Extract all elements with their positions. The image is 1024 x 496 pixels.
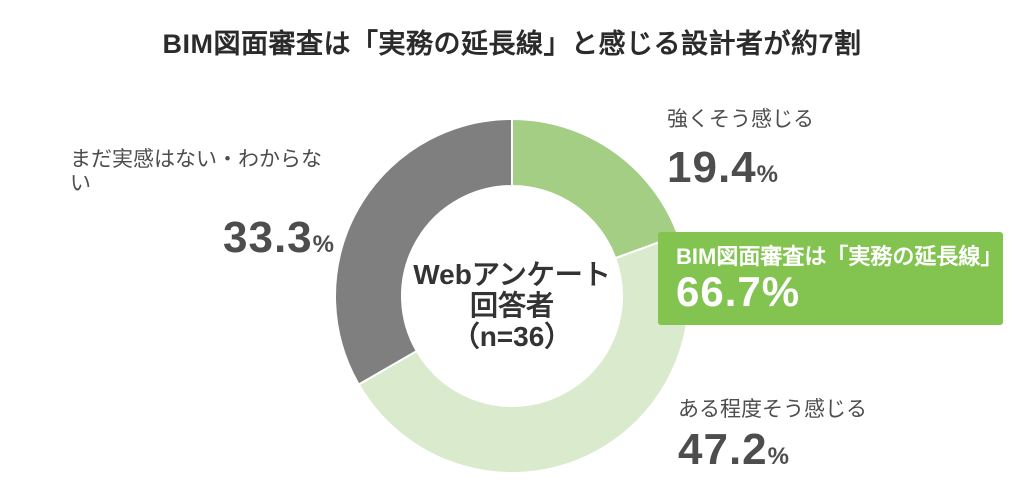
segment-strong-name: 強くそう感じる [667, 108, 814, 131]
donut-chart [334, 117, 690, 474]
segment-unsure-value: 33.3% [70, 216, 334, 267]
segment-strong-unit: % [756, 161, 778, 188]
segment-strong-value: 19.4% [667, 146, 814, 197]
segment-unsure-name: まだ実感はない・わからない [70, 148, 322, 195]
callout-label: BIM図面審査は「実務の延長線」 [676, 244, 1003, 269]
segment-somewhat-number: 47.2 [678, 425, 768, 474]
total-callout-box: BIM図面審査は「実務の延長線」 66.7% [658, 232, 1003, 325]
segment-label-strong: 強くそう感じる 19.4% [667, 108, 814, 197]
segment-strong-number: 19.4 [667, 143, 757, 192]
segment-unsure-number: 33.3 [223, 213, 313, 262]
donut-slice-1 [357, 233, 690, 474]
segment-label-unsure: まだ実感はない・わからない 33.3% [70, 148, 334, 267]
segment-label-somewhat: ある程度そう感じる 47.2% [678, 398, 867, 479]
page-title: BIM図面審査は「実務の延長線」と感じる設計者が約7割 [162, 29, 862, 59]
segment-unsure-unit: % [312, 231, 334, 258]
donut-slice-2 [334, 117, 513, 386]
segment-somewhat-name: ある程度そう感じる [678, 398, 867, 421]
donut-slice-0 [511, 117, 680, 260]
segment-somewhat-unit: % [767, 443, 789, 470]
segment-somewhat-value: 47.2% [678, 428, 867, 479]
callout-value: 66.7% [676, 268, 801, 315]
